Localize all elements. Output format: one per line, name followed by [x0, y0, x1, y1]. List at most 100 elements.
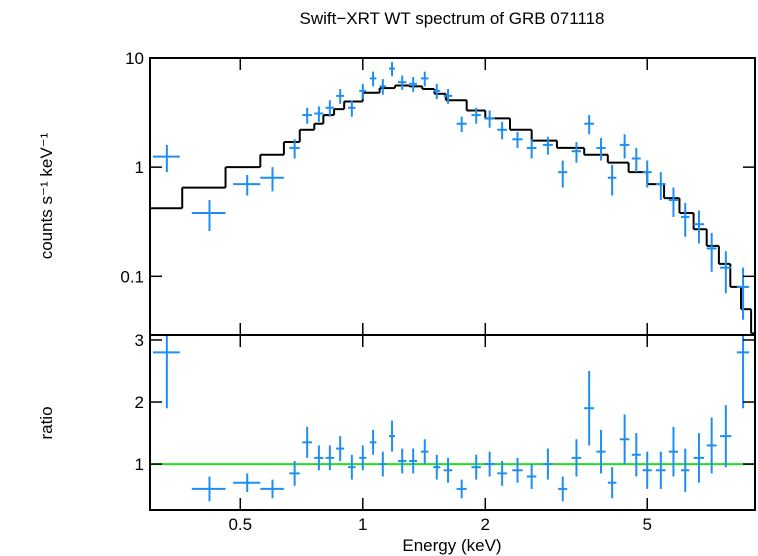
error-bar [191, 200, 226, 232]
y-axis-label: ratio [37, 406, 56, 439]
error-bar [631, 147, 641, 173]
error-bar [397, 75, 407, 90]
y-tick-label: 3 [135, 331, 144, 350]
error-bar [389, 420, 396, 452]
error-bar [397, 448, 407, 474]
error-bar [596, 429, 606, 474]
error-bar [314, 445, 324, 471]
error-bar [325, 445, 335, 471]
error-bar [471, 107, 481, 124]
error-bar [314, 106, 324, 122]
error-bar [348, 454, 356, 480]
error-bar [260, 479, 284, 499]
error-bar [443, 457, 453, 483]
error-bar [584, 115, 595, 135]
plot-area [150, 335, 755, 502]
error-bar [706, 232, 717, 272]
error-bar [668, 187, 678, 217]
error-bar [736, 335, 750, 409]
error-bar [359, 445, 367, 471]
y-tick-label: 2 [135, 393, 144, 412]
error-bar [369, 71, 377, 87]
error-bar [260, 167, 284, 192]
error-bar [420, 71, 429, 87]
error-bar [642, 451, 652, 489]
error-bar [693, 433, 705, 483]
error-bar [233, 473, 261, 493]
error-bar [369, 429, 377, 455]
error-bar [233, 174, 261, 196]
error-bar [512, 457, 523, 483]
error-bar [433, 83, 441, 100]
chart-title: Swift−XRT WT spectrum of GRB 071118 [299, 9, 604, 28]
error-bar [584, 370, 595, 446]
error-bar [720, 405, 732, 468]
error-bar [348, 100, 356, 117]
error-bar [542, 448, 553, 480]
y-tick-label: 1 [135, 455, 144, 474]
x-axis-label: Energy (keV) [402, 536, 501, 555]
error-bar [497, 121, 507, 140]
error-bar [558, 476, 568, 502]
error-bar [484, 451, 495, 477]
error-bar [336, 89, 345, 104]
error-bar [619, 134, 630, 159]
error-bar [736, 267, 750, 320]
error-bar [359, 83, 367, 100]
error-bar [456, 116, 467, 132]
plot-frame [149, 334, 756, 511]
error-bar [484, 110, 495, 128]
error-bar [526, 139, 537, 159]
error-bar [571, 439, 582, 477]
error-bar [680, 202, 690, 237]
error-bar [409, 76, 418, 92]
x-tick-label: 0.5 [228, 515, 252, 534]
error-bar [680, 448, 690, 493]
error-bar [471, 454, 481, 480]
error-bar [379, 79, 386, 95]
error-bar [693, 210, 705, 244]
error-bar [631, 433, 641, 477]
error-bar [325, 100, 335, 117]
error-bar [443, 89, 453, 104]
error-bar [152, 335, 180, 409]
error-bar [302, 426, 312, 458]
error-bar [542, 136, 553, 155]
error-bar [336, 436, 345, 461]
x-tick-label: 1 [358, 515, 367, 534]
error-bar [420, 439, 429, 465]
error-bar [668, 426, 678, 477]
y-axis-label: counts s⁻¹ keV⁻¹ [37, 132, 56, 259]
error-bar [619, 414, 630, 465]
error-bar [302, 107, 312, 124]
y-tick-label: 1 [135, 158, 144, 177]
y-tick-label: 10 [125, 49, 144, 68]
error-bar [456, 479, 467, 499]
error-bar [607, 164, 617, 196]
error-bar [558, 160, 568, 188]
error-bar [379, 451, 386, 477]
error-bar [289, 139, 300, 159]
error-bar [191, 476, 226, 502]
y-tick-label: 0.1 [120, 267, 144, 286]
error-bar [596, 137, 606, 161]
error-bar [655, 172, 666, 201]
error-bar [642, 160, 652, 188]
error-bar [571, 142, 582, 163]
error-bar [655, 451, 666, 489]
error-bar [433, 454, 441, 480]
error-bar [409, 448, 418, 474]
error-bar [512, 131, 523, 148]
error-bar [497, 460, 507, 486]
error-bar [389, 61, 396, 77]
error-bar [720, 251, 732, 294]
plot-area [150, 61, 755, 335]
error-bar [152, 144, 180, 173]
x-tick-label: 2 [481, 515, 490, 534]
error-bar [289, 460, 300, 486]
error-bar [526, 464, 537, 489]
error-bar [607, 467, 617, 499]
error-bar [706, 417, 717, 474]
x-tick-label: 5 [642, 515, 651, 534]
